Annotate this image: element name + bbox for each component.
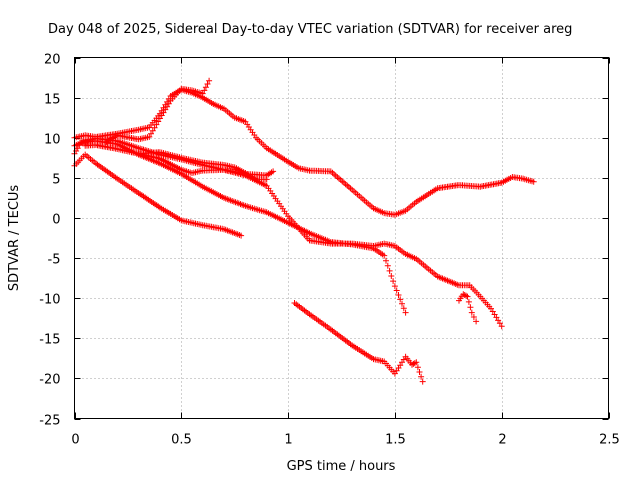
grid-lines — [74, 57, 609, 419]
series-arc-9 — [456, 291, 480, 325]
x-tick-label: 2 — [498, 433, 506, 448]
y-tick-label: -15 — [39, 333, 60, 348]
y-tick-label: 5 — [52, 173, 60, 188]
x-tick-label: 1.5 — [385, 433, 406, 448]
y-tick-labels: -25 -20 -15 -10 -5 0 5 10 15 20 — [39, 53, 60, 429]
x-axis-label: GPS time / hours — [287, 459, 396, 474]
y-tick-label: 20 — [44, 53, 61, 68]
series-arc-8 — [291, 300, 426, 385]
data-point-markers — [71, 137, 409, 316]
x-tick-label: 2.5 — [599, 433, 620, 448]
y-axis-label: SDTVAR / TECUs — [7, 185, 22, 292]
y-tick-label: -5 — [48, 253, 61, 268]
x-tick-label: 1 — [284, 433, 292, 448]
data-point-markers — [71, 86, 537, 218]
chart-title: Day 048 of 2025, Sidereal Day-to-day VTE… — [48, 22, 572, 37]
data-point-markers — [456, 291, 480, 325]
data-point-markers — [135, 149, 270, 183]
y-tick-label: 15 — [44, 93, 61, 108]
data-point-markers — [103, 77, 213, 145]
y-tick-label: 0 — [52, 213, 60, 228]
series-arc-4 — [71, 86, 537, 218]
x-tick-label: 0.5 — [171, 433, 192, 448]
y-tick-label: -25 — [39, 414, 60, 429]
series-arc-7 — [135, 149, 270, 183]
data-point-markers — [291, 300, 426, 385]
x-tick-labels: 0 0.5 1 1.5 2 2.5 — [71, 433, 619, 448]
plot-frame — [74, 57, 609, 419]
y-tick-label: -10 — [39, 293, 60, 308]
series-arc-2 — [71, 137, 409, 316]
series-arc-5 — [103, 77, 213, 145]
y-tick-label: -20 — [39, 373, 60, 388]
x-tick-label: 0 — [71, 433, 79, 448]
y-tick-label: 10 — [44, 133, 61, 148]
axis-ticks — [74, 57, 610, 420]
